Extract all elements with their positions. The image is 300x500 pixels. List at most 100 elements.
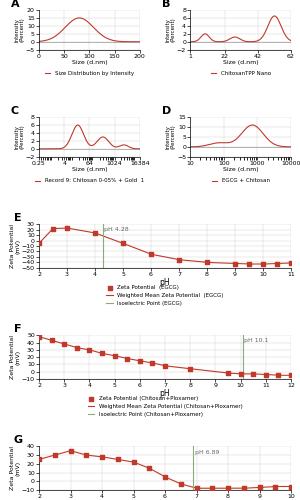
Weighted Mean Zeta Potential (Chitosan+Ploxamer) [119, 354, 123, 360]
Weighted Mean Zeta Potential  (EGCG) [68, 226, 72, 232]
Y-axis label: Zeta Potential
(mV): Zeta Potential (mV) [10, 224, 20, 268]
Weighted Mean Zeta Potential  (EGCG) [65, 225, 69, 231]
Zeta Potential (Conjugate) [273, 482, 278, 490]
Weighted Mean Zeta Potential  (EGCG) [220, 260, 223, 266]
Text: A: A [11, 0, 20, 9]
X-axis label: Size (d.nm): Size (d.nm) [72, 60, 107, 66]
Y-axis label: Intensity
(Percent): Intensity (Percent) [14, 18, 24, 42]
Weighted Mean Zeta Potential (Conjugate) [69, 448, 72, 454]
Weighted Mean Zeta Potential  (EGCG) [221, 260, 225, 266]
Isoelectric Point (Chitosan+Ploxamer) [241, 368, 245, 374]
Weighted Mean Zeta Potential (Conjugate) [220, 486, 224, 492]
Zeta Potential (Chitosan+Ploxamer) [62, 340, 67, 348]
Y-axis label: Intensity
(Percent): Intensity (Percent) [14, 124, 24, 150]
Weighted Mean Zeta Potential (Chitosan+Ploxamer) [277, 372, 281, 378]
Y-axis label: Zeta Potential
(mV): Zeta Potential (mV) [11, 446, 20, 490]
X-axis label: pH: pH [160, 278, 170, 287]
Zeta Potential (Chitosan+Ploxamer) [87, 346, 92, 354]
Weighted Mean Zeta Potential (Conjugate) [195, 486, 199, 492]
Text: D: D [162, 106, 171, 116]
Zeta Potential (Chitosan+Ploxamer) [163, 362, 167, 370]
Zeta Potential  (EGCG) [93, 229, 98, 237]
Zeta Potential (Chitosan+Ploxamer) [150, 359, 155, 367]
Y-axis label: Zeta Potential
(mV): Zeta Potential (mV) [11, 335, 20, 379]
Weighted Mean Zeta Potential (Conjugate) [68, 448, 71, 454]
Weighted Mean Zeta Potential (Chitosan+Ploxamer) [37, 334, 41, 340]
Weighted Mean Zeta Potential  (EGCG) [37, 240, 41, 246]
Isoelectric Point (Conjugate) [191, 478, 195, 484]
Weighted Mean Zeta Potential (Conjugate) [37, 456, 41, 462]
Zeta Potential (Conjugate) [163, 473, 167, 481]
Isoelectric Point (Chitosan+Ploxamer) [241, 368, 245, 374]
Zeta Potential (Chitosan+Ploxamer) [125, 354, 130, 362]
Zeta Potential (Conjugate) [147, 464, 152, 472]
Isoelectric Point (Conjugate) [191, 478, 195, 484]
Zeta Potential (Conjugate) [100, 453, 104, 461]
Legend: ChitosanTPP Nano: ChitosanTPP Nano [208, 69, 273, 78]
Y-axis label: Intensity
(Percent): Intensity (Percent) [166, 124, 176, 150]
Zeta Potential (Conjugate) [37, 456, 41, 464]
Zeta Potential  (EGCG) [37, 240, 41, 248]
Zeta Potential (Conjugate) [289, 482, 293, 490]
Weighted Mean Zeta Potential  (EGCG) [138, 246, 141, 252]
Zeta Potential (Conjugate) [178, 480, 183, 488]
Zeta Potential (Conjugate) [226, 484, 230, 492]
Zeta Potential (Chitosan+Ploxamer) [226, 369, 230, 377]
Weighted Mean Zeta Potential (Conjugate) [222, 486, 225, 492]
Zeta Potential (Chitosan+Ploxamer) [238, 370, 243, 378]
Weighted Mean Zeta Potential (Chitosan+Ploxamer) [220, 370, 224, 376]
Zeta Potential (Conjugate) [241, 484, 246, 492]
Weighted Mean Zeta Potential  (EGCG) [120, 240, 124, 246]
Zeta Potential (Conjugate) [194, 484, 199, 492]
Text: pH 6.89: pH 6.89 [195, 450, 219, 455]
Weighted Mean Zeta Potential (Conjugate) [197, 486, 201, 492]
Weighted Mean Zeta Potential (Conjugate) [289, 484, 293, 490]
Zeta Potential (Chitosan+Ploxamer) [137, 356, 142, 364]
Zeta Potential  (EGCG) [274, 260, 279, 268]
Text: C: C [11, 106, 19, 116]
Zeta Potential (Conjugate) [84, 451, 89, 459]
Zeta Potential (Chitosan+Ploxamer) [289, 372, 293, 380]
Zeta Potential (Chitosan+Ploxamer) [74, 344, 79, 351]
X-axis label: Size (d.nm): Size (d.nm) [223, 60, 258, 66]
Legend: Size Distribution by Intensity: Size Distribution by Intensity [43, 69, 136, 78]
Zeta Potential  (EGCG) [64, 224, 69, 232]
X-axis label: Size (d.nm): Size (d.nm) [223, 168, 258, 172]
Zeta Potential  (EGCG) [232, 260, 237, 268]
Text: F: F [14, 324, 21, 334]
Weighted Mean Zeta Potential (Chitosan+Ploxamer) [219, 370, 223, 376]
Weighted Mean Zeta Potential  (EGCG) [248, 261, 251, 267]
Legend: Zeta Potential  (EGCG), Weighted Mean Zeta Potential  (EGCG), Isoelectric Point : Zeta Potential (EGCG), Weighted Mean Zet… [104, 283, 226, 308]
Zeta Potential (Chitosan+Ploxamer) [49, 336, 54, 344]
Y-axis label: Intensity
(Percent): Intensity (Percent) [165, 18, 176, 42]
Zeta Potential (Conjugate) [131, 458, 136, 466]
Text: pH 10.1: pH 10.1 [244, 338, 269, 343]
Zeta Potential (Chitosan+Ploxamer) [276, 372, 281, 380]
Line: Weighted Mean Zeta Potential (Conjugate): Weighted Mean Zeta Potential (Conjugate) [39, 450, 291, 488]
Zeta Potential  (EGCG) [148, 250, 153, 258]
Zeta Potential (Chitosan+Ploxamer) [263, 370, 268, 378]
Line: Weighted Mean Zeta Potential (Chitosan+Ploxamer): Weighted Mean Zeta Potential (Chitosan+P… [39, 336, 291, 376]
Zeta Potential (Conjugate) [257, 484, 262, 492]
Isoelectric Point (EGCG) [101, 238, 105, 244]
Text: G: G [14, 435, 23, 445]
Weighted Mean Zeta Potential (Chitosan+Ploxamer) [68, 342, 71, 348]
Zeta Potential (Chitosan+Ploxamer) [100, 350, 104, 358]
Zeta Potential (Conjugate) [68, 446, 73, 454]
Zeta Potential  (EGCG) [51, 224, 56, 232]
Zeta Potential  (EGCG) [289, 259, 293, 267]
Zeta Potential (Conjugate) [52, 451, 57, 459]
Zeta Potential (Chitosan+Ploxamer) [37, 332, 41, 340]
Text: pH 4.28: pH 4.28 [104, 226, 129, 232]
Weighted Mean Zeta Potential (Conjugate) [120, 457, 124, 463]
Weighted Mean Zeta Potential (Chitosan+Ploxamer) [196, 366, 199, 372]
Legend: Record 9: Chitosan 0-05% + Gold  1: Record 9: Chitosan 0-05% + Gold 1 [33, 176, 146, 186]
Weighted Mean Zeta Potential  (EGCG) [196, 258, 200, 264]
Zeta Potential  (EGCG) [177, 256, 182, 264]
Zeta Potential (Chitosan+Ploxamer) [112, 352, 117, 360]
Text: B: B [162, 0, 170, 9]
Zeta Potential  (EGCG) [121, 240, 125, 248]
Weighted Mean Zeta Potential (Chitosan+Ploxamer) [289, 372, 293, 378]
Legend: Zeta Potential (Chitosan+Ploxamer), Weighted Mean Zeta Potential (Chitosan+Ploxa: Zeta Potential (Chitosan+Ploxamer), Weig… [85, 394, 245, 419]
Zeta Potential (Conjugate) [210, 484, 215, 492]
